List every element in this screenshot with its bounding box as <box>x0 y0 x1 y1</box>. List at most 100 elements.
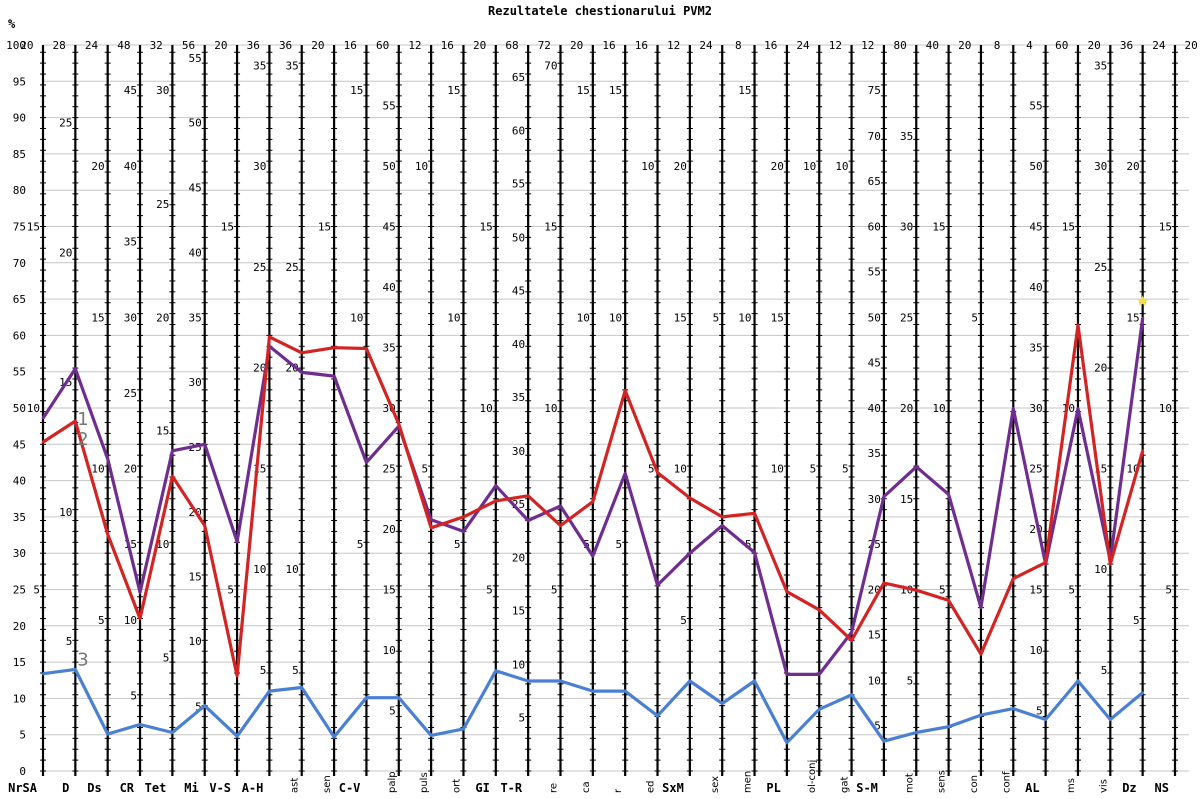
scale-tick-label: 15 <box>771 311 784 324</box>
scale-tick-label: 40 <box>512 338 525 351</box>
scale-tick-label: 25 <box>156 198 169 211</box>
series-point-3 <box>947 725 950 728</box>
series-point-3 <box>979 713 983 717</box>
scale-tick-label: 10 <box>932 402 945 415</box>
series-point-2 <box>203 524 206 527</box>
category-label: ast <box>290 778 301 793</box>
scale-tick-label: 35 <box>868 447 881 460</box>
scale-tick-label: 35 <box>188 311 201 324</box>
series-point-1 <box>235 540 239 543</box>
scale-tick-label: 10 <box>59 506 72 519</box>
scale-tick-label: 5 <box>389 705 396 718</box>
series-point-3 <box>753 679 756 683</box>
scale-tick-label: 45 <box>868 356 881 369</box>
series-point-2 <box>300 351 303 355</box>
series-point-3 <box>365 696 368 699</box>
series-point-1 <box>979 606 983 609</box>
series-point-2 <box>365 347 368 350</box>
y-tick-label: 95 <box>13 75 26 88</box>
category-label: V-S <box>209 781 231 795</box>
scale-tick-label: 65 <box>868 175 881 188</box>
scale-tick-label: 20 <box>253 361 266 374</box>
scale-tick-label: 35 <box>253 59 266 72</box>
scale-tick-label: 5 <box>195 700 202 713</box>
scale-tick-label: 60 <box>512 125 525 138</box>
category-label: ms <box>1066 778 1077 793</box>
category-label: GI <box>475 781 489 795</box>
scale-tick-label: 5 <box>971 311 978 324</box>
category-label: conf <box>1001 771 1012 793</box>
category-label: ort <box>451 779 462 793</box>
scale-tick-label: 5 <box>745 538 752 551</box>
scale-max-label: 16 <box>764 39 777 52</box>
scale-tick-label: 5 <box>519 711 526 724</box>
series-point-1 <box>138 591 142 594</box>
series-point-1 <box>915 465 918 469</box>
series-point-3 <box>559 679 562 683</box>
category-label: vis <box>1098 779 1109 793</box>
scale-max-label: 32 <box>150 39 163 52</box>
scale-tick-label: 10 <box>91 462 104 475</box>
scale-tick-label: 25 <box>285 261 298 274</box>
series-point-2 <box>332 346 336 349</box>
scale-max-label: 20 <box>311 39 324 52</box>
series-point-2 <box>429 526 433 529</box>
y-tick-label: 10 <box>13 692 26 705</box>
series-point-3 <box>332 735 336 739</box>
scale-tick-label: 25 <box>253 261 266 274</box>
chart-title: Rezultatele chestionarului PVM2 <box>488 4 712 18</box>
series-point-3 <box>268 689 271 693</box>
series-point-3 <box>656 714 659 718</box>
scale-max-label: 12 <box>861 39 874 52</box>
y-tick-label: 25 <box>13 584 26 597</box>
series-point-3 <box>1109 718 1112 721</box>
scale-max-label: 80 <box>893 39 906 52</box>
series-point-3 <box>785 741 789 744</box>
series-point-2 <box>623 389 627 392</box>
scale-max-label: 56 <box>182 39 195 52</box>
scale-tick-label: 15 <box>91 311 104 324</box>
y-tick-label: 85 <box>13 148 26 161</box>
scale-tick-label: 20 <box>91 160 104 173</box>
series-point-1 <box>753 551 756 554</box>
scale-tick-label: 5 <box>227 584 234 597</box>
scale-tick-label: 15 <box>1029 584 1042 597</box>
category-label: re <box>548 783 559 793</box>
scale-tick-label: 10 <box>771 462 784 475</box>
series-point-2 <box>494 499 497 503</box>
series-point-2 <box>818 608 821 612</box>
scale-tick-label: 35 <box>1029 342 1042 355</box>
scale-tick-label: 10 <box>512 658 525 671</box>
scale-tick-label: 5 <box>874 719 881 732</box>
category-label: A-H <box>242 781 264 795</box>
series-point-3 <box>591 689 595 693</box>
scale-tick-label: 5 <box>260 664 267 677</box>
scale-max-label: 36 <box>247 39 260 52</box>
series-point-1 <box>688 552 692 555</box>
category-label: D <box>62 781 69 795</box>
series-point-1 <box>785 673 789 676</box>
series-point-1 <box>882 495 886 498</box>
series-point-1 <box>1012 407 1015 410</box>
scale-tick-label: 25 <box>383 462 396 475</box>
scale-tick-label: 30 <box>900 221 913 234</box>
scale-tick-label: 15 <box>512 605 525 618</box>
series-point-2 <box>106 533 109 536</box>
scale-tick-label: 10 <box>835 160 848 173</box>
series-number-label: 3 <box>77 650 88 671</box>
series-point-3 <box>74 668 77 671</box>
scale-tick-label: 15 <box>932 221 945 234</box>
scale-tick-label: 20 <box>383 523 396 536</box>
category-label: sex <box>710 776 721 793</box>
series-point-2 <box>753 512 756 515</box>
series-point-3 <box>235 734 239 738</box>
scale-tick-label: 45 <box>383 221 396 234</box>
series-point-3 <box>818 708 821 711</box>
y-axis-unit-label: % <box>8 17 16 31</box>
series-point-1 <box>559 504 562 508</box>
series-point-3 <box>1044 718 1047 721</box>
scale-tick-label: 10 <box>156 538 169 551</box>
scale-tick-label: 40 <box>188 247 201 260</box>
series-point-2 <box>1012 577 1015 580</box>
series-point-1 <box>947 493 950 496</box>
